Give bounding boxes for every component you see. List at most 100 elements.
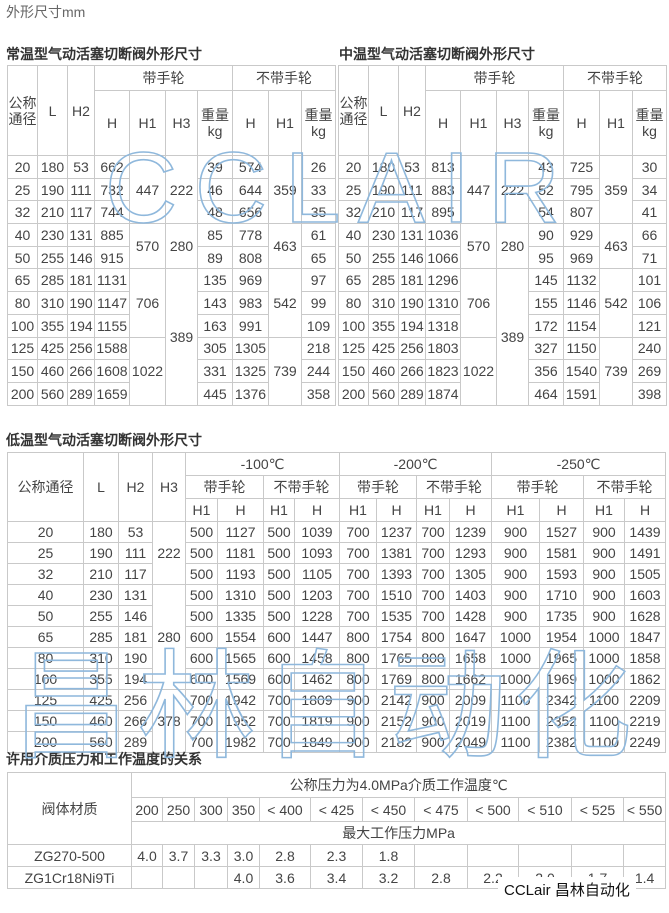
header-cell: L: [37, 65, 68, 156]
table-cell: 1428: [449, 605, 492, 627]
table-cell: 41: [632, 200, 667, 225]
table-cell: 125: [7, 689, 84, 711]
table-cell: 61: [301, 223, 336, 247]
table-cell: 542: [599, 268, 633, 338]
table-cell: 30: [632, 155, 667, 179]
table-cell: 700: [185, 689, 218, 711]
table-cell: 222: [165, 154, 198, 225]
table-cell: 111: [67, 177, 95, 202]
table-cell: 1982: [217, 731, 264, 753]
table-cell: 1310: [217, 584, 264, 606]
table-cell: 230: [368, 223, 399, 247]
table-cell: 172: [528, 313, 564, 338]
table-cell: 1769: [376, 668, 417, 690]
table-cell: 500: [263, 542, 295, 564]
table-cell: 1150: [563, 336, 600, 361]
header-cell: H1: [599, 90, 633, 156]
table-cell: 1588: [94, 336, 130, 361]
table-cell: 1628: [624, 605, 666, 627]
table-cell: 900: [583, 521, 625, 543]
table-cell: 146: [67, 245, 95, 270]
table-cell: 1858: [624, 647, 666, 669]
table-cell: 20: [7, 521, 84, 543]
table-cell: 700: [416, 542, 450, 564]
table-cell: 1105: [294, 563, 340, 585]
header-row: H H1 H3 重量kg H H1 重量kg: [339, 90, 667, 156]
table-cell: 1310: [425, 291, 461, 315]
table-cell: 2352: [539, 710, 584, 732]
table-cell: 305: [197, 336, 233, 361]
table-cell: 1100: [491, 710, 540, 732]
header-row: 公称通径 L H2 带手轮 不带手轮: [338, 65, 667, 156]
header-cell: 重量kg: [632, 90, 667, 156]
table-cell: [194, 866, 228, 889]
table-cell: 331: [197, 359, 233, 383]
table-cell: 1458: [294, 647, 340, 669]
table-cell: 425: [37, 336, 68, 361]
table-cell: 1952: [217, 710, 264, 732]
table-cell: 1237: [376, 521, 417, 543]
header-cell: 最大工作压力MPa: [130, 821, 667, 845]
table-cell: 706: [460, 268, 497, 338]
table-cell: [414, 844, 468, 867]
table-cell: 111: [398, 177, 426, 202]
table-cell: 1874: [425, 381, 461, 406]
table-cell: 80: [338, 291, 369, 315]
table-cell: 280: [152, 584, 186, 690]
table-cell: 900: [491, 584, 540, 606]
table-cell: [467, 844, 519, 867]
table-cell: 1376: [232, 381, 269, 406]
table-cell: 266: [67, 359, 95, 383]
table-cell: 327: [528, 336, 564, 361]
header-cell: 不带手轮: [232, 65, 336, 91]
table-cell: 1754: [376, 626, 417, 648]
table-cell: 1147: [94, 291, 130, 315]
table-cell: 266: [398, 359, 426, 383]
table-cell: 807: [563, 200, 600, 225]
table-cell: 1318: [425, 313, 461, 338]
table-cell: 53: [118, 521, 153, 543]
header-cell: 公称通径: [338, 65, 369, 156]
table-cell: 50: [7, 245, 38, 270]
table-cell: 700: [339, 605, 377, 627]
header-cell: < 425: [310, 797, 363, 822]
table-cell: 574: [232, 155, 269, 179]
table-cell: 378: [152, 689, 186, 753]
table-cell: 500: [185, 542, 218, 564]
header-cell: 公称通径: [7, 65, 38, 156]
table-cell: 190: [37, 177, 68, 202]
table-cell: 813: [425, 155, 461, 179]
table-cell: 560: [368, 381, 399, 406]
table-cell: 80: [7, 647, 84, 669]
table-cell: 48: [197, 200, 233, 225]
table-cell: 1155: [94, 313, 130, 338]
table-cell: 190: [398, 291, 426, 315]
table-cell: 1403: [449, 584, 492, 606]
table-cell: 1393: [376, 563, 417, 585]
table-row: 150 460 266 1608 331 1325 244: [7, 359, 336, 383]
table-cell: 700: [416, 563, 450, 585]
table-cell: 1039: [294, 521, 340, 543]
table-cell: 289: [67, 381, 95, 406]
table-cell: 1447: [294, 626, 340, 648]
table-cell: 1000: [583, 647, 625, 669]
table-cell: 1658: [449, 647, 492, 669]
table-row: 80 310 190 1310 155 1146 106: [338, 291, 667, 315]
table-cell: 1862: [624, 668, 666, 690]
table-cell: 131: [118, 584, 153, 606]
header-cell: 300: [194, 797, 228, 822]
header-cell: 350: [227, 797, 260, 822]
table-cell: 222: [152, 521, 186, 585]
table-cell: 725: [563, 155, 600, 179]
table-cell: 25: [338, 177, 369, 202]
table-cell: 1765: [376, 647, 417, 669]
table-cell: 256: [67, 336, 95, 361]
table-cell: 500: [185, 605, 218, 627]
table-cell: 125: [338, 336, 369, 361]
table-cell: 1554: [217, 626, 264, 648]
table-cell: 1809: [294, 689, 340, 711]
table-cell: 570: [460, 223, 497, 270]
table-cell: 1305: [449, 563, 492, 585]
table-cell: 222: [496, 154, 529, 225]
